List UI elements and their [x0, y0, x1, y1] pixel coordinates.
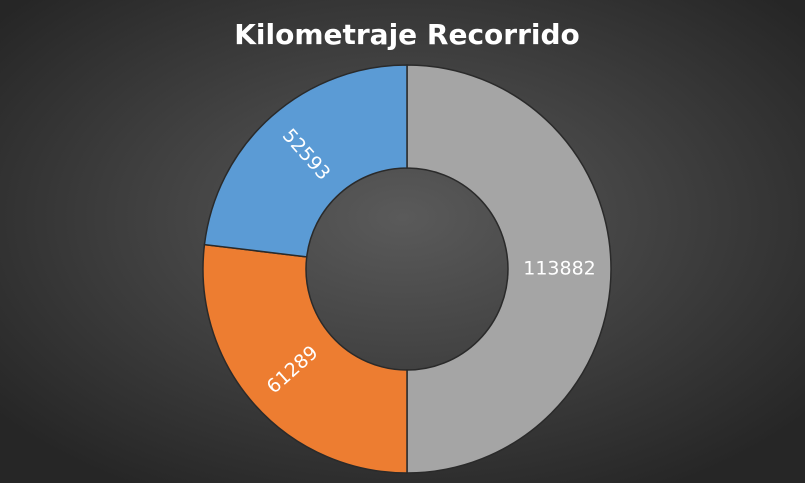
- donut-slice: [406, 64, 612, 474]
- chart-title: Kilometraje Recorrido: [234, 18, 580, 51]
- data-label: 113882: [523, 258, 596, 280]
- donut-slice: [203, 64, 408, 258]
- donut-slice: [202, 243, 408, 474]
